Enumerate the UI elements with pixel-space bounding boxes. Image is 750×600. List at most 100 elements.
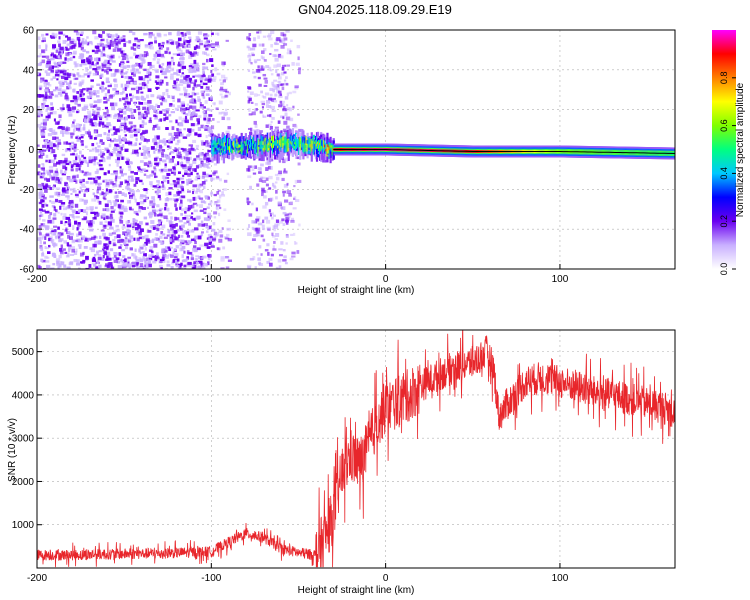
spectral-cell [129,235,134,240]
spectral-cell [192,139,197,144]
spectral-cell [257,129,260,133]
spectral-cell [93,121,97,125]
spectral-cell [96,251,99,256]
spectral-cell [92,177,97,180]
spectral-cell [274,238,278,241]
spectral-cell [79,53,83,57]
spectral-cell [133,237,136,241]
spectral-cell [163,33,168,37]
spectral-cell [72,187,76,191]
spectral-cell [290,219,295,223]
spectral-cell [37,144,40,147]
spectral-cell [199,80,203,83]
spectral-cell [262,114,265,118]
spectral-cell [101,44,107,47]
spectral-cell [188,95,193,98]
spectral-cell [206,45,211,49]
spectral-cell [98,153,102,156]
spectral-cell [111,106,116,111]
spectral-cell [177,190,182,194]
spectral-cell [124,258,127,263]
spectral-cell [200,231,204,234]
spectral-cell [102,64,107,69]
spectral-cell [192,188,196,192]
spectral-cell [192,159,197,164]
spectral-cell [106,136,110,140]
spectral-cell [167,64,172,68]
spectral-cell [226,227,231,231]
spectral-cell [108,189,112,193]
spectral-cell [155,137,159,140]
spectral-cell [225,90,229,94]
spectral-cell [174,216,177,221]
spectral-cell [45,147,48,151]
spectral-cell [122,107,126,110]
spectral-cell [262,35,267,38]
spectral-cell [217,44,220,48]
spectral-cell [202,185,206,190]
spectral-cell [121,58,125,63]
spectral-cell [285,128,291,132]
spectral-cell [184,119,189,124]
spectral-cell [167,108,170,112]
spectral-cell [149,105,154,109]
spectral-cell [101,248,105,251]
spectral-cell [192,168,197,172]
spectral-cell [278,248,283,251]
spectral-cell [72,55,76,59]
spectral-cell [160,46,164,50]
spectral-cell [84,145,88,149]
spectral-cell [277,259,282,263]
spectral-cell [97,145,101,148]
spectral-cell [174,147,177,150]
spectral-cell [48,84,52,87]
spectral-cell [285,30,290,33]
spectral-cell [175,223,178,227]
spectral-cell [275,189,278,194]
spectral-cell [44,202,47,206]
spectral-cell [291,251,296,255]
spectral-cell [161,224,166,229]
spectral-cell [255,69,261,73]
spectral-cell [74,101,78,105]
spectral-cell [187,92,191,96]
spectral-cell [203,217,208,221]
spectral-cell [288,107,292,112]
spectral-cell [76,259,80,264]
spectral-cell [70,192,73,195]
spectral-cell [156,49,161,54]
spectral-cell [247,95,251,99]
spectral-cell [119,220,124,224]
spectral-cell [152,138,156,141]
spectral-cell [161,62,165,66]
spectral-cell [82,88,86,91]
spectral-cell [249,91,254,96]
spectral-cell [84,117,87,121]
spectral-cell [100,73,104,78]
spectral-cell [209,109,213,112]
spectral-cell [93,194,98,198]
spectral-cell [92,67,97,71]
spectral-cell [112,43,116,47]
spectral-cell [203,96,206,99]
spectral-cell [89,103,94,107]
spectral-cell [132,222,138,226]
spectral-cell [295,156,300,160]
spectral-cell [189,105,193,109]
spectral-cell [147,229,152,233]
spectral-cell [43,39,47,42]
spectral-cell [189,167,192,172]
spectral-cell [91,258,96,262]
spectral-cell [132,43,137,47]
spectral-cell [271,182,275,187]
spectral-cell [102,192,107,196]
spectral-cell [114,71,117,75]
spectral-cell [78,157,82,162]
spectral-cell [168,159,173,164]
spectral-cell [101,81,104,85]
spectral-cell [183,128,187,131]
spectral-cell [197,98,201,102]
spectral-cell [45,108,48,113]
spectral-cell [121,90,125,94]
spectral-cell [271,81,275,85]
